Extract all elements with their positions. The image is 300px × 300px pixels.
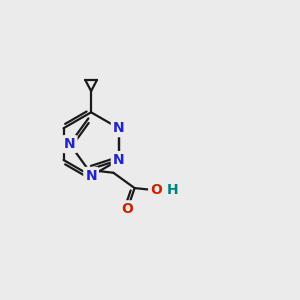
Text: O: O bbox=[121, 202, 133, 216]
Text: N: N bbox=[113, 121, 124, 135]
Text: N: N bbox=[85, 169, 97, 183]
Text: H: H bbox=[167, 183, 179, 197]
Text: N: N bbox=[113, 153, 124, 167]
Text: N: N bbox=[64, 137, 76, 151]
Text: O: O bbox=[150, 183, 162, 197]
